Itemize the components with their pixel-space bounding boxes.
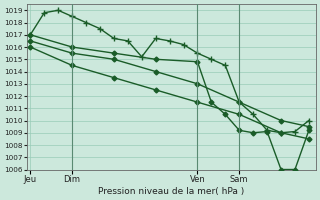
X-axis label: Pression niveau de la mer( hPa ): Pression niveau de la mer( hPa ) [98, 187, 244, 196]
